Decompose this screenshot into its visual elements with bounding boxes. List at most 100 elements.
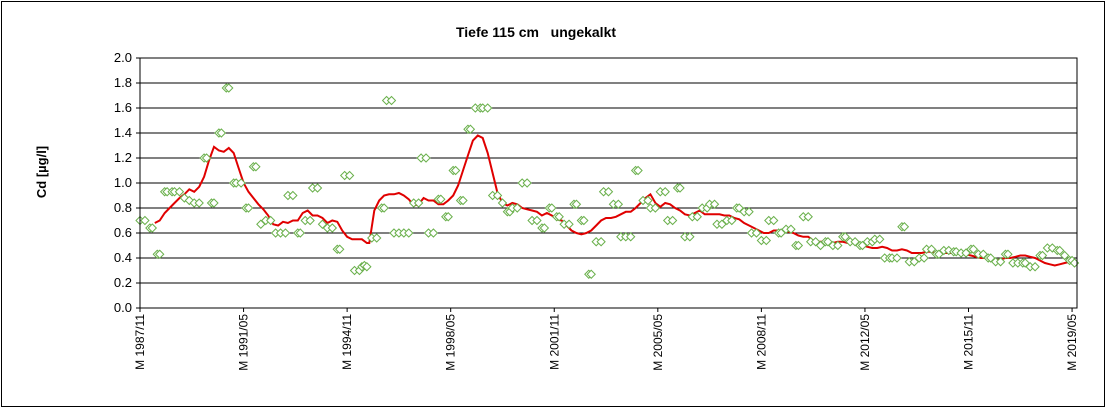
data-point [968,244,979,254]
data-point [833,240,843,251]
y-axis-ticks: 0.0 0.2 0.4 0.6 0.8 1.0 1.2 1.4 1.6 1.8 2.0 [114,50,140,315]
data-point [685,232,695,242]
data-point [899,222,910,232]
data-point [386,95,397,106]
data-point [660,187,670,197]
data-point [539,223,550,233]
data-point [295,228,305,238]
data-point [734,203,744,213]
data-point [443,212,453,222]
data-point [1020,258,1030,268]
data-point [650,203,661,213]
data-point [793,240,804,251]
data-point [458,195,468,206]
data-point [625,232,636,242]
x-tick-label: M 1991/05 [237,314,251,371]
data-point [224,83,234,93]
trend-line-series [154,134,1075,267]
data-point [174,187,185,197]
y-tick-label: 1.0 [114,175,132,190]
data-point [919,253,929,263]
data-point [436,194,446,204]
data-point [147,223,158,233]
data-point [465,124,476,134]
data-point [547,203,557,213]
data-point [512,203,522,213]
data-point [926,244,937,254]
data-point [995,257,1006,267]
data-point [744,207,754,217]
data-point [603,187,614,197]
data-point [251,162,261,172]
x-tick-label: M 2019/05 [1065,314,1079,371]
y-tick-label: 0.8 [114,200,132,215]
data-point [280,228,291,238]
data-point [184,195,195,206]
data-point [532,215,542,226]
data-point [892,253,902,263]
data-point [564,219,574,229]
data-point [288,190,298,201]
data-point [379,203,389,213]
data-point [944,245,954,256]
data-point [1037,250,1048,261]
x-tick-label: M 2008/11 [754,314,768,370]
data-point [522,178,532,188]
data-point [692,212,702,222]
y-tick-label: 0.0 [114,300,132,315]
y-tick-label: 1.4 [114,125,132,140]
x-tick-label: M 2005/05 [651,314,665,371]
data-point [769,215,779,226]
data-point [155,249,165,259]
data-point [875,234,885,244]
data-point [312,183,323,193]
measurement-series [135,83,1080,279]
data-point [404,228,414,238]
data-point [667,215,678,226]
data-point [786,224,796,234]
data-point [497,198,508,208]
y-tick-label: 0.6 [114,225,132,240]
y-tick-label: 0.2 [114,275,132,290]
plot-area [139,57,1078,309]
trend-line [154,134,1075,267]
data-point [335,244,345,254]
data-point [586,269,596,279]
data-point [1003,249,1013,259]
y-tick-label: 1.8 [114,75,132,90]
data-point [571,199,582,209]
data-point [327,223,338,233]
data-point [482,103,493,113]
x-tick-label: M 1994/11 [340,314,354,370]
data-point [709,199,720,209]
data-point [840,232,850,242]
data-point [633,165,643,176]
data-point [643,195,653,206]
x-tick-label: M 2001/11 [547,314,561,370]
data-point [850,237,860,247]
y-axis-label: Cd [µg/l] [34,146,49,198]
data-point [372,233,382,243]
data-point [209,198,219,208]
data-point [362,262,372,272]
data-point [194,198,204,208]
y-tick-label: 1.6 [114,100,132,115]
data-point [1059,250,1070,261]
x-axis-ticks: M 1987/11 M 1991/05 M 1994/11 M 1998/05 M 20… [133,308,1079,371]
y-tick-label: 1.2 [114,150,132,165]
data-point [216,128,227,138]
data-point [596,237,606,247]
data-point [1055,245,1065,256]
y-tick-label: 0.4 [114,250,132,265]
data-point [140,215,150,226]
data-point [421,153,431,163]
data-point [413,198,424,208]
data-point [675,183,685,193]
data-point [344,170,355,181]
data-point [803,212,813,222]
data-point [450,165,461,176]
data-point [305,215,315,226]
x-tick-label: M 2015/11 [962,314,976,370]
